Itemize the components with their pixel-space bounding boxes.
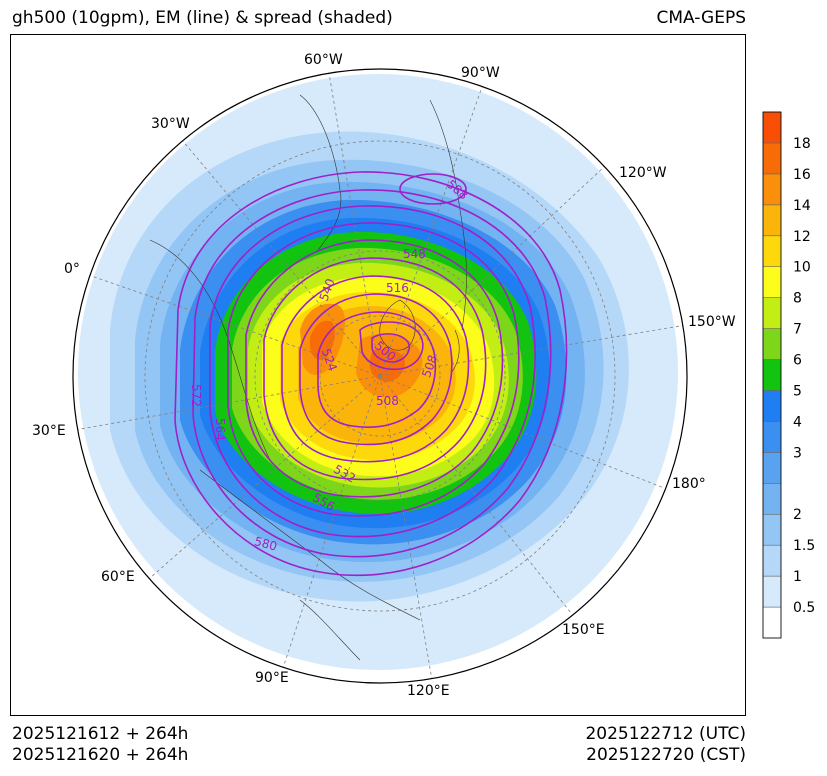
contour-label: 508 xyxy=(376,394,399,408)
contour-label: 516 xyxy=(386,281,409,295)
init-time-cst: 2025121620 + 264h xyxy=(12,745,189,765)
colorbar-tick-label: 10 xyxy=(793,260,811,276)
valid-time-utc: 2025122712 (UTC) xyxy=(585,724,746,744)
colorbar-swatch xyxy=(762,452,782,484)
colorbar-tick-label: 1 xyxy=(793,569,802,585)
map-boundary xyxy=(72,68,688,684)
colorbar-tick-label: 14 xyxy=(793,198,811,214)
longitude-label: 60°E xyxy=(101,569,135,585)
colorbar-swatch xyxy=(762,359,782,391)
colorbar-swatch xyxy=(762,421,782,453)
contour-label: 580 xyxy=(253,534,279,553)
colorbar-swatch xyxy=(762,513,782,546)
model-name: CMA-GEPS xyxy=(656,8,746,28)
figure-title: gh500 (10gpm), EM (line) & spread (shade… xyxy=(12,8,393,28)
colorbar-tick-label: 4 xyxy=(793,414,802,430)
longitude-label: 180° xyxy=(672,476,706,492)
colorbar-tick-label: 7 xyxy=(793,322,802,338)
contour-label: 564 xyxy=(213,418,227,441)
colorbar-tick-label: 12 xyxy=(793,229,811,245)
colorbar-tick-label: 2 xyxy=(793,507,802,523)
longitude-label: 120°W xyxy=(619,165,667,181)
colorbar-swatch xyxy=(762,328,782,360)
longitude-label: 150°E xyxy=(562,622,605,638)
colorbar-tick-label: 0.5 xyxy=(793,600,815,616)
spread-shading xyxy=(73,69,687,683)
em-contours xyxy=(174,171,568,577)
colorbar-swatch xyxy=(762,390,782,422)
colorbar-swatch xyxy=(762,606,782,639)
colorbar: 0.5 1 1.5 2 3 4 5 6 7 8 10 12 14 16 18 xyxy=(762,111,815,639)
colorbar-swatch xyxy=(762,297,782,329)
valid-time-cst: 2025122720 (CST) xyxy=(586,745,746,765)
colorbar-swatch xyxy=(762,204,782,237)
colorbar-tick-label: 8 xyxy=(793,291,802,307)
contour-label: 572 xyxy=(189,384,203,407)
longitude-label: 30°E xyxy=(32,423,66,439)
colorbar-swatch xyxy=(762,482,782,515)
colorbar-tick-label: 6 xyxy=(793,353,802,369)
colorbar-tick-label: 18 xyxy=(793,136,811,152)
colorbar-swatch xyxy=(762,575,782,608)
init-time-utc: 2025121612 + 264h xyxy=(12,724,189,744)
longitude-label: 0° xyxy=(64,261,80,277)
colorbar-tick-label: 5 xyxy=(793,383,802,399)
longitude-label: 120°E xyxy=(407,683,450,699)
colorbar-swatch xyxy=(762,111,782,144)
colorbar-swatch xyxy=(762,235,782,268)
colorbar-tick-label: 1.5 xyxy=(793,538,815,554)
longitude-label: 60°W xyxy=(304,52,343,68)
longitude-label: 90°W xyxy=(461,65,500,81)
longitude-label: 90°E xyxy=(255,670,289,686)
map-frame xyxy=(10,34,746,716)
colorbar-tick-label: 3 xyxy=(793,445,802,461)
colorbar-swatch xyxy=(762,173,782,206)
colorbar-swatch xyxy=(762,544,782,577)
longitude-label: 150°W xyxy=(688,314,736,330)
longitude-labels: 60°W 90°W 30°W 120°W 0° 150°W 30°E 180° … xyxy=(32,52,736,699)
contour-label: 548 xyxy=(403,247,426,261)
colorbar-tick-label: 16 xyxy=(793,167,811,183)
colorbar-frame xyxy=(762,111,782,639)
longitude-label: 30°W xyxy=(151,116,190,132)
colorbar-swatch xyxy=(762,142,782,175)
colorbar-swatch xyxy=(762,266,782,298)
